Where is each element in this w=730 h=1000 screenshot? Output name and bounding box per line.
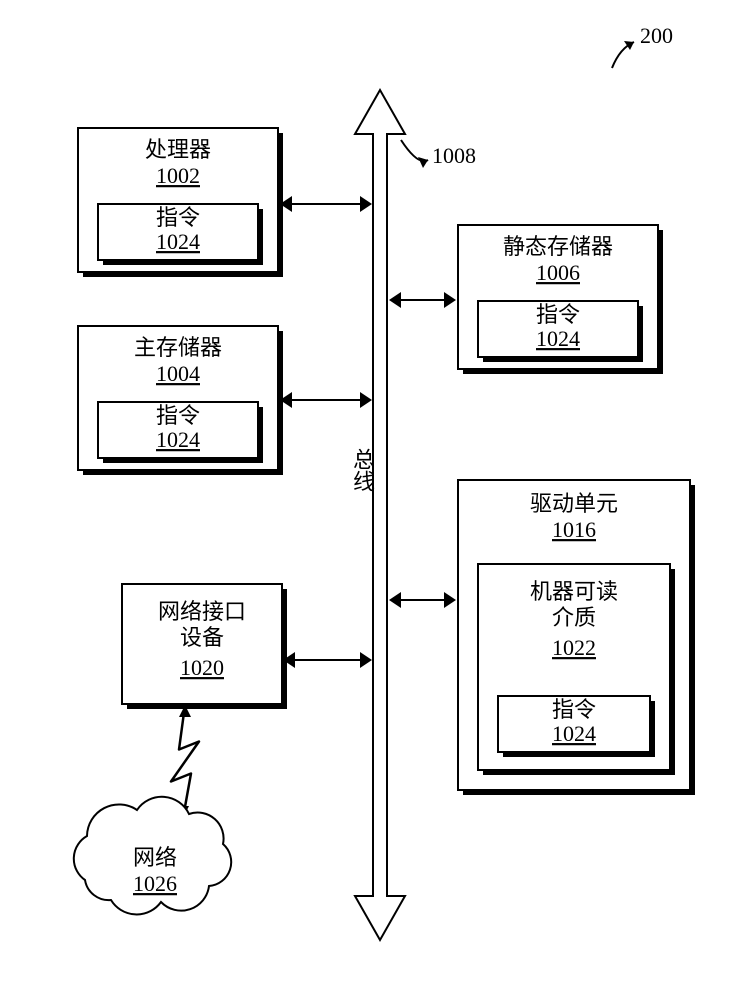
processor-ref: 1002 xyxy=(156,163,200,188)
medium-title2: 介质 xyxy=(552,605,596,630)
network-cloud-label: 网络 xyxy=(133,845,177,870)
network-interface-title1: 网络接口 xyxy=(158,599,246,624)
main-memory-instructions-title: 指令 xyxy=(156,403,200,428)
network-interface-ref: 1020 xyxy=(180,655,224,680)
figure-ref: 200 xyxy=(640,23,673,48)
medium-ref: 1022 xyxy=(552,635,596,660)
medium-instructions-title: 指令 xyxy=(552,697,596,722)
main-memory-instructions-ref: 1024 xyxy=(156,427,200,452)
network-interface-title2: 设备 xyxy=(180,625,224,650)
static-memory-title: 静态存储器 xyxy=(503,234,613,259)
drive-unit-title: 驱动单元 xyxy=(530,491,618,516)
drive-unit-ref: 1016 xyxy=(552,517,596,542)
bus-ref-swoosh-head xyxy=(418,157,428,168)
static-memory-instructions-title: 指令 xyxy=(536,302,580,327)
connector-arrowhead-right xyxy=(444,592,456,608)
bus-ref: 1008 xyxy=(432,143,476,168)
connector-arrowhead-right xyxy=(360,196,372,212)
medium-instructions-ref: 1024 xyxy=(552,721,596,746)
bus-arrow xyxy=(355,90,405,940)
main-memory-ref: 1004 xyxy=(156,361,200,386)
connector-arrowhead-right xyxy=(360,652,372,668)
network-cloud-ref: 1026 xyxy=(133,871,177,896)
main-memory-title: 主存储器 xyxy=(134,335,222,360)
processor-instructions-ref: 1024 xyxy=(156,229,200,254)
connector-arrowhead-right xyxy=(360,392,372,408)
bus-ref-swoosh xyxy=(401,140,428,161)
medium-title1: 机器可读 xyxy=(530,579,618,604)
connector-arrowhead-right xyxy=(444,292,456,308)
connector-arrowhead-left xyxy=(389,592,401,608)
connector-arrowhead-left xyxy=(389,292,401,308)
bus-label: 总线 xyxy=(350,448,375,492)
processor-title: 处理器 xyxy=(145,137,211,162)
processor-instructions-title: 指令 xyxy=(156,205,200,230)
static-memory-instructions-ref: 1024 xyxy=(536,326,580,351)
static-memory-ref: 1006 xyxy=(536,260,580,285)
